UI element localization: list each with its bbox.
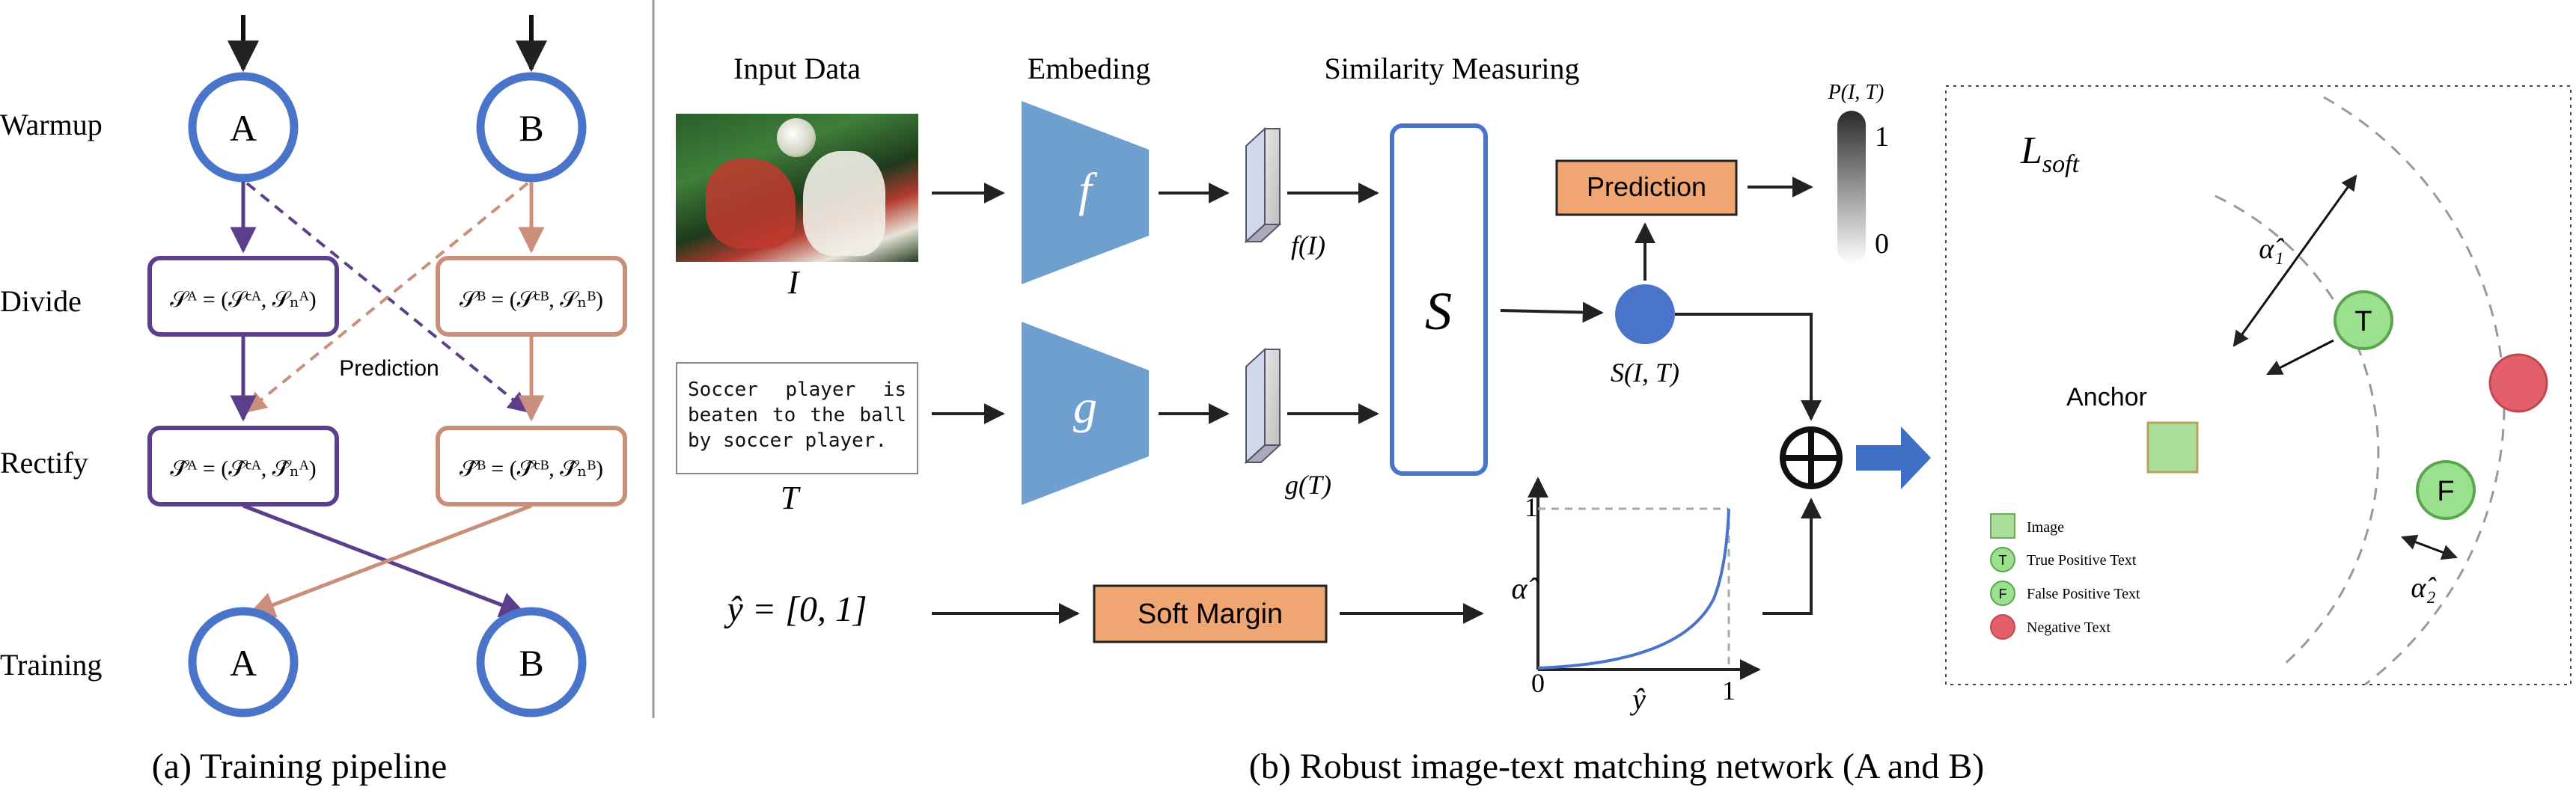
true-positive-pull-arrow — [2266, 339, 2334, 376]
header-embedding: Embeding — [1028, 52, 1150, 85]
legend-false-label: False Positive Text — [2027, 586, 2140, 602]
arrow-a-rectify-to-b-training — [242, 503, 527, 618]
soft-margin-label: Soft Margin — [1138, 599, 1283, 630]
stage-warmup: Warmup — [0, 108, 103, 141]
node-b-warmup — [476, 72, 587, 183]
prob-label: P(I, T) — [1828, 81, 1884, 104]
prediction-box-label: Prediction — [1587, 171, 1706, 202]
stage-divide: Divide — [0, 284, 82, 318]
stage-training: Training — [0, 648, 102, 682]
plot-x0: 0 — [1531, 668, 1545, 698]
legend-image-label: Image — [2027, 519, 2064, 536]
plot-ylabel: α̂ — [1512, 572, 1539, 605]
y-hat-range: ŷ = [0, 1] — [723, 590, 867, 629]
divide-b-formula: 𝒮ᴮ = (𝒮ᶜᴮ, 𝒮ₙᴮ) — [460, 287, 603, 312]
anchor-label: Anchor — [2066, 383, 2147, 411]
prob-scale-bottom: 0 — [1875, 228, 1889, 260]
legend-negative-icon — [1990, 614, 2015, 640]
soccer-image — [676, 114, 918, 262]
plot-x1: 1 — [1722, 676, 1736, 705]
legend-false-icon — [1990, 581, 2015, 606]
encoder-g-label: g — [1073, 380, 1097, 433]
outer-boundary-arc — [2323, 96, 2506, 686]
soft-loss-panel: Lsoft α̂₁ T Anchor F α̂₂ Image T True Po… — [1945, 85, 2572, 686]
node-a-warmup — [188, 72, 299, 183]
header-similarity: Similarity Measuring — [1324, 52, 1579, 85]
prediction-box — [1555, 159, 1738, 216]
rectify-a-formula: 𝒮̂ᴬ = (𝒮̂ᶜᴬ, 𝒮̂ₙᴬ) — [170, 456, 316, 481]
true-positive-node — [2334, 290, 2393, 350]
stage-rectify: Rectify — [0, 446, 88, 480]
rectify-box-b — [436, 426, 627, 506]
arrow-s-to-score — [1500, 301, 1604, 323]
soft-margin-curve — [1537, 508, 1730, 670]
soft-margin-box — [1093, 584, 1328, 643]
header-input-data: Input Data — [733, 52, 861, 85]
legend-image-icon — [1990, 513, 2015, 539]
node-a-training-label: A — [230, 642, 257, 684]
similarity-block — [1390, 123, 1488, 476]
negative-text-node — [2488, 353, 2548, 413]
node-a-training — [188, 607, 299, 717]
node-b-training-label: B — [519, 642, 543, 684]
svg-text:F: F — [1999, 587, 2007, 602]
svg-text:T: T — [1999, 553, 2007, 568]
encoder-g — [1022, 322, 1149, 505]
soft-loss-frame — [1945, 85, 2572, 685]
soft-loss-title: Lsoft — [2020, 129, 2081, 178]
false-positive-node — [2416, 460, 2476, 520]
ball-icon — [777, 118, 816, 157]
similarity-block-label: S — [1425, 281, 1452, 341]
image-label-i: I — [787, 264, 801, 301]
plot-y1: 1 — [1524, 492, 1538, 522]
feature-g-slab — [1244, 347, 1282, 465]
inner-boundary-arc — [2215, 195, 2380, 667]
divide-a-formula: 𝒮ᴬ = (𝒮ᶜᴬ, 𝒮ₙᴬ) — [170, 287, 316, 312]
divide-box-b — [436, 256, 627, 337]
node-a-warmup-label: A — [230, 107, 257, 149]
caption-b: (b) Robust image-text matching network (… — [1249, 747, 1984, 786]
prediction-arrow-b-to-a — [245, 182, 529, 413]
node-b-training — [476, 607, 587, 717]
text-label-t: T — [781, 480, 802, 516]
similarity-score-dot — [1615, 284, 1675, 344]
false-positive-node-label: F — [2437, 476, 2454, 507]
alpha1-label: α̂₁ — [2259, 233, 2285, 265]
anchor-image-square — [2146, 421, 2199, 474]
probability-scale — [1837, 111, 1866, 264]
prediction-label: Prediction — [339, 356, 439, 381]
text-sample-box: Soccer player is beaten to the ball by s… — [676, 362, 918, 474]
feature-f-label: f(I) — [1291, 230, 1325, 260]
output-arrow-icon — [1856, 426, 1931, 489]
feature-g-label: g(T) — [1285, 470, 1331, 500]
legend: Image T True Positive Text F False Posit… — [1990, 513, 2140, 640]
alpha2-label: α̂₂ — [2411, 572, 2437, 604]
arrow-score-to-fusion — [1675, 313, 1822, 421]
rectify-b-formula: 𝒮̂ᴮ = (𝒮̂ᶜᴮ, 𝒮̂ₙᴮ) — [460, 456, 603, 481]
soft-margin-curve-plot: α̂ ŷ 0 1 1 — [1512, 477, 1761, 716]
similarity-score-label: S(I, T) — [1611, 358, 1679, 388]
caption-a: (a) Training pipeline — [152, 747, 448, 786]
plot-xlabel: ŷ — [1629, 682, 1646, 716]
legend-negative-label: Negative Text — [2027, 619, 2111, 636]
arrow-margin-to-fusion — [1762, 498, 1822, 615]
arrow-b-rectify-to-a-training — [248, 503, 532, 618]
node-b-warmup-label: B — [519, 107, 543, 149]
alpha1-arrow — [2232, 174, 2357, 347]
encoder-f — [1022, 101, 1149, 284]
prob-scale-top: 1 — [1875, 121, 1889, 153]
legend-true-label: True Positive Text — [2027, 552, 2137, 569]
legend-true-icon — [1990, 547, 2015, 572]
feature-f-slab — [1244, 126, 1282, 244]
alpha2-arrow — [2401, 534, 2458, 560]
divide-box-a — [147, 256, 339, 337]
rectify-box-a — [147, 426, 339, 506]
true-positive-node-label: T — [2354, 306, 2372, 337]
training-pipeline-panel: Warmup Divide Rectify Training A B Predi… — [0, 15, 627, 786]
